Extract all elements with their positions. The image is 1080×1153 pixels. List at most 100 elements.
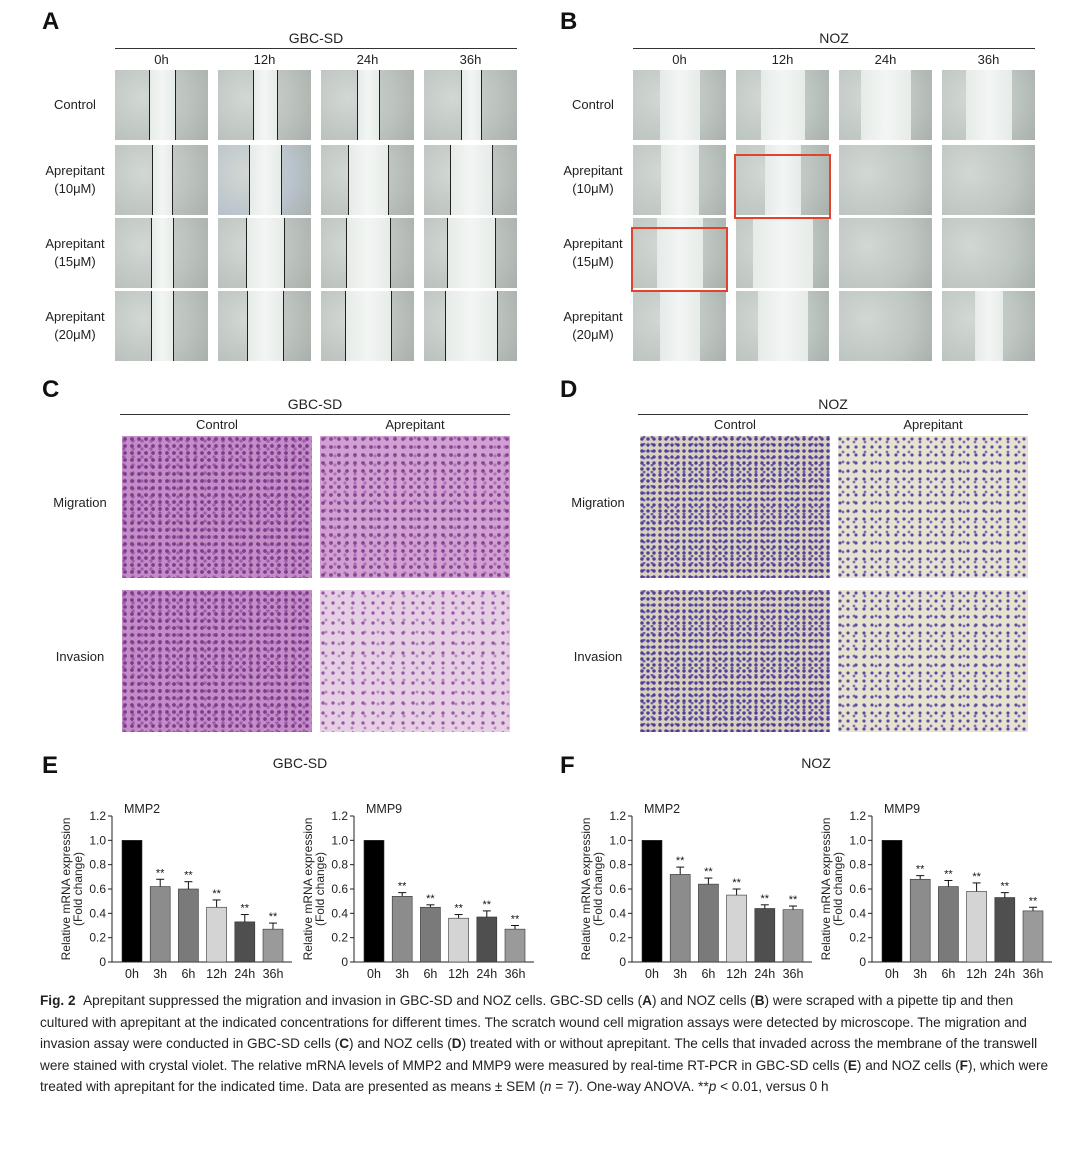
scratch-image [839,218,932,288]
y-tick-label: 1.0 [849,833,866,847]
condition-label-line: Aprepitant [563,236,623,251]
wound-edge-line [444,291,446,361]
wound-edge-line [172,218,174,288]
scratch-image [942,145,1035,215]
bar-chart-e-mmp2: Relative mRNA expression(Fold change) MMP… [59,802,292,981]
scratch-image [942,291,1035,361]
caption-italic: n [543,1079,552,1094]
y-tick-label: 1.2 [849,809,866,823]
scratch-image [321,218,414,288]
bar [698,883,719,963]
scratch-image [424,70,517,140]
y-tick-label: 0.4 [89,906,106,920]
condition-label: Aprepitant (10μM) [40,162,110,198]
wound-gap [444,291,497,361]
bar [669,874,691,963]
wound-gap [344,291,391,361]
time-header: 24h [356,52,379,67]
wound-gap [356,70,379,140]
scratch-image [424,145,517,215]
wound-edge-line [389,218,391,288]
wound-gap [347,145,388,215]
mrna-bar-charts: Relative mRNA expression(Fold change)MMP… [59,802,1052,981]
condition-label-line: (15μM) [572,254,614,269]
wound-gap [752,218,813,288]
x-tick-label: 12h [206,967,227,981]
x-tick-label: 3h [913,967,927,981]
scratch-image [633,218,726,288]
x-tick-label: 24h [994,967,1015,981]
assay-label: Migration [571,495,625,510]
caption-panel-ref: F [959,1057,968,1073]
x-tick-label: 36h [783,967,804,981]
gene-label: MMP9 [884,802,920,816]
bar [909,878,931,963]
scratch-image [321,291,414,361]
treatment-header: Control [196,417,238,432]
wound-edge-line [248,145,250,215]
wound-edge-line [460,70,462,140]
scratch-image [633,145,726,215]
wound-edge-line [449,145,451,215]
bar [391,896,413,963]
significance-label: ** [789,894,798,906]
y-axis-label: Relative mRNA expression [59,818,73,961]
bar [1022,910,1044,963]
scratch-image [321,145,414,215]
caption-segment: ), which were treated with aprepitant fo… [40,1057,1049,1095]
x-tick-label: 0h [885,967,899,981]
wound-gap [659,291,700,361]
time-header: 36h [977,52,1000,67]
bar [966,891,987,963]
bar [938,886,959,963]
scratch-image [942,70,1035,140]
significance-label: ** [761,893,770,905]
caption-panel-ref: B [754,993,765,1008]
scratch-image [942,218,1035,288]
condition-label-line: (20μM) [54,327,96,342]
condition-label: Aprepitant (20μM) [558,308,628,344]
significance-label: ** [676,855,685,867]
wound-edge-line [246,291,248,361]
bar [726,894,747,963]
wound-gap [656,218,703,288]
caption-segment: ) and NOZ cells ( [349,1036,452,1051]
condition-label-line: Control [572,97,614,112]
significance-label: ** [156,867,165,879]
caption-panel-ref: E [847,1057,857,1073]
assay-label: Invasion [55,649,105,664]
bar [504,928,526,963]
wound-edge-line [491,145,493,215]
condition-label-line: Control [54,97,96,112]
panel-label-a: A [42,8,60,35]
wound-gap [246,291,283,361]
stain-image [838,436,1028,578]
stain-image [320,436,510,578]
scratch-image [424,218,517,288]
y-tick-label: 0 [859,955,866,969]
y-tick-label: 1.2 [331,809,348,823]
wound-gap [965,70,1012,140]
wound-gap [449,145,492,215]
scratch-image [424,291,517,361]
significance-label: ** [483,899,492,911]
scratch-image [115,291,208,361]
y-tick-label: 0.8 [89,858,106,872]
panel-label-e: E [42,752,59,779]
scratch-image [218,70,311,140]
y-axis-label: Relative mRNA expression [579,818,593,961]
wound-edge-line [252,70,254,140]
wound-gap [245,218,284,288]
highlight-box [734,154,831,219]
wound-edge-line [494,218,496,288]
gene-label: MMP2 [644,802,680,816]
bar [363,840,385,963]
panel-label-d: D [560,376,578,403]
x-tick-label: 36h [263,967,284,981]
scratch-title-a: GBC-SD [288,30,344,46]
x-tick-label: 3h [153,967,167,981]
significance-label: ** [916,864,925,876]
assay-label: Migration [53,495,107,510]
x-tick-label: 3h [673,967,687,981]
condition-label-line: Aprepitant [45,236,105,251]
